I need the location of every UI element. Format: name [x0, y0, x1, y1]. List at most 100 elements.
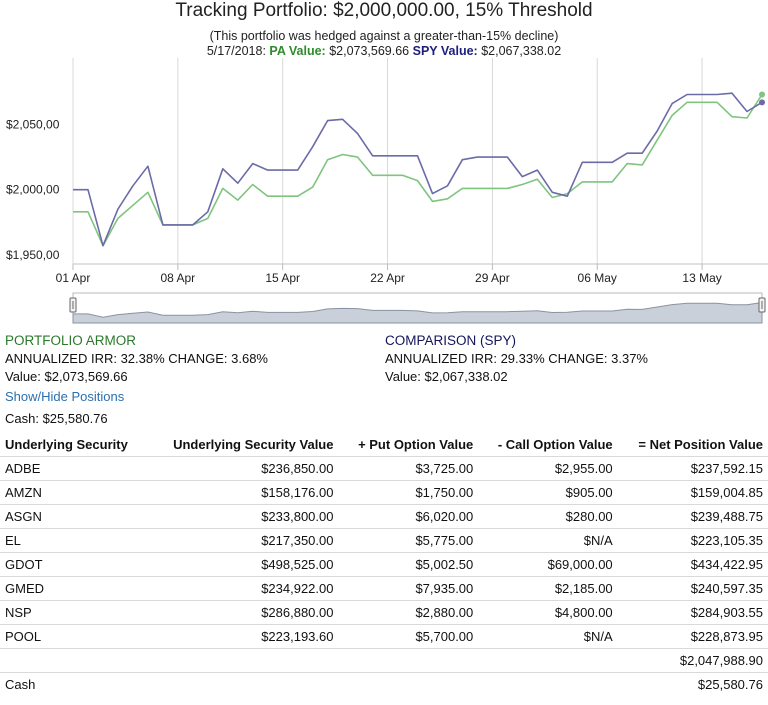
cell-empty: [478, 648, 618, 673]
cash-summary: Cash: $25,580.76: [5, 411, 108, 426]
cell-security: ASGN: [0, 504, 149, 529]
pa-value-label: PA Value:: [269, 44, 326, 58]
cell-net-value: $434,422.95: [617, 552, 768, 577]
cell-security-value: $236,850.00: [148, 456, 339, 481]
table-row: AMZN $158,176.00 $1,750.00 $905.00 $159,004.…: [0, 480, 768, 505]
cell-cash-label: Cash: [0, 672, 149, 696]
spy-value-line-end-marker: [759, 99, 765, 106]
x-tick-label: 29 Apr: [475, 271, 510, 285]
cell-empty: [478, 672, 618, 696]
y-tick-label: $2,050,00: [6, 117, 60, 131]
cell-security: GDOT: [0, 552, 149, 577]
cell-security-value: $217,350.00: [148, 528, 339, 553]
x-gridlines: [72, 58, 703, 270]
spy-stats: COMPARISON (SPY) ANNUALIZED IRR: 29.33% …: [385, 332, 648, 386]
spy-stats-heading: COMPARISON (SPY): [385, 333, 517, 348]
cell-put-value: $7,935.00: [338, 576, 479, 601]
chart-title: Tracking Portfolio: $2,000,000.00, 15% T…: [175, 0, 593, 21]
cell-total-value: $2,047,988.90: [617, 648, 768, 673]
cell-net-value: $239,488.75: [617, 504, 768, 529]
positions-table: Underlying Security Underlying Security …: [0, 432, 768, 696]
cell-security-value: $234,922.00: [148, 576, 339, 601]
pa-value: $2,073,569.66: [329, 44, 410, 58]
value-summary: 5/17/2018: PA Value: $2,073,569.66 SPY V…: [0, 44, 768, 58]
range-navigator[interactable]: [0, 292, 768, 326]
cell-security: AMZN: [0, 480, 149, 505]
y-tick-label: $2,000,00: [6, 183, 60, 197]
table-row: POOL $223,193.60 $5,700.00 $N/A $228,873.95: [0, 624, 768, 649]
col-header-security: Underlying Security: [5, 436, 128, 452]
col-header-security-value: Underlying Security Value: [173, 436, 334, 452]
spy-value-label: SPY Value:: [412, 44, 478, 58]
cell-call-value: $2,955.00: [478, 456, 618, 481]
table-row: ASGN $233,800.00 $6,020.00 $280.00 $239,488.…: [0, 504, 768, 529]
cell-put-value: $3,725.00: [338, 456, 479, 481]
cell-call-value: $4,800.00: [478, 600, 618, 625]
cell-put-value: $5,002.50: [338, 552, 479, 577]
portfolio-line-chart[interactable]: $1,950,00 $2,000,00 $2,050,00 01 Apr 08 Apr…: [0, 58, 768, 288]
x-axis-labels: 01 Apr 08 Apr 15 Apr 22 Apr 29 Apr 06 May 13 M…: [56, 271, 722, 285]
table-row: GMED $234,922.00 $7,935.00 $2,185.00 $240,59…: [0, 576, 768, 601]
cell-security: GMED: [0, 576, 149, 601]
x-tick-label: 01 Apr: [56, 271, 91, 285]
col-header-net-value: = Net Position Value: [638, 436, 763, 452]
cash-row: Cash $25,580.76: [0, 672, 768, 696]
cell-call-value: $280.00: [478, 504, 618, 529]
cell-net-value: $237,592.15: [617, 456, 768, 481]
cell-cash-value: $25,580.76: [617, 672, 768, 696]
cell-net-value: $159,004.85: [617, 480, 768, 505]
table-row: GDOT $498,525.00 $5,002.50 $69,000.00 $434,4…: [0, 552, 768, 577]
cell-security: ADBE: [0, 456, 149, 481]
x-tick-label: 13 May: [682, 271, 721, 285]
pa-value-line-end-marker: [759, 91, 765, 98]
cell-net-value: $284,903.55: [617, 600, 768, 625]
cell-security: POOL: [0, 624, 149, 649]
pa-stats: PORTFOLIO ARMOR ANNUALIZED IRR: 32.38% C…: [5, 332, 268, 386]
cell-security-value: $233,800.00: [148, 504, 339, 529]
pa-value-line[interactable]: [73, 94, 763, 247]
cell-security: NSP: [0, 600, 149, 625]
cell-put-value: $5,700.00: [338, 624, 479, 649]
cell-empty: [148, 648, 339, 673]
cell-empty: [338, 672, 479, 696]
cell-empty: [0, 648, 149, 673]
spy-irr-line: ANNUALIZED IRR: 29.33% CHANGE: 3.37%: [385, 351, 648, 366]
cell-put-value: $2,880.00: [338, 600, 479, 625]
pa-irr-line: ANNUALIZED IRR: 32.38% CHANGE: 3.68%: [5, 351, 268, 366]
cell-net-value: $228,873.95: [617, 624, 768, 649]
cell-put-value: $1,750.00: [338, 480, 479, 505]
navigator-area: [72, 301, 763, 324]
cell-put-value: $5,775.00: [338, 528, 479, 553]
hedge-note: (This portfolio was hedged against a gre…: [209, 29, 559, 43]
series-lines: [73, 91, 765, 247]
spy-value-line[interactable]: [73, 92, 763, 247]
cell-put-value: $6,020.00: [338, 504, 479, 529]
table-row: NSP $286,880.00 $2,880.00 $4,800.00 $284,903…: [0, 600, 768, 625]
table-header-row: Underlying Security Underlying Security …: [0, 432, 768, 457]
table-row: EL $217,350.00 $5,775.00 $N/A $223,105.35: [0, 528, 768, 553]
show-hide-positions-link[interactable]: Show/Hide Positions: [5, 389, 125, 404]
cell-net-value: $240,597.35: [617, 576, 768, 601]
cell-security-value: $498,525.00: [148, 552, 339, 577]
cell-call-value: $N/A: [478, 528, 618, 553]
cell-call-value: $905.00: [478, 480, 618, 505]
spy-value-line: Value: $2,067,338.02: [385, 369, 508, 384]
cell-net-value: $223,105.35: [617, 528, 768, 553]
y-tick-label: $1,950,00: [6, 248, 60, 262]
cell-empty: [148, 672, 339, 696]
col-header-call-value: - Call Option Value: [497, 436, 613, 452]
cell-security-value: $158,176.00: [148, 480, 339, 505]
summary-date: 5/17/2018:: [206, 44, 266, 58]
cell-call-value: $N/A: [478, 624, 618, 649]
cell-call-value: $69,000.00: [478, 552, 618, 577]
x-tick-label: 08 Apr: [160, 271, 195, 285]
cell-call-value: $2,185.00: [478, 576, 618, 601]
cell-security-value: $286,880.00: [148, 600, 339, 625]
cell-empty: [338, 648, 479, 673]
spy-value: $2,067,338.02: [481, 44, 562, 58]
col-header-put-value: + Put Option Value: [358, 436, 474, 452]
x-tick-label: 15 Apr: [265, 271, 300, 285]
cell-security-value: $223,193.60: [148, 624, 339, 649]
total-row: $2,047,988.90: [0, 648, 768, 673]
x-tick-label: 06 May: [578, 271, 617, 285]
